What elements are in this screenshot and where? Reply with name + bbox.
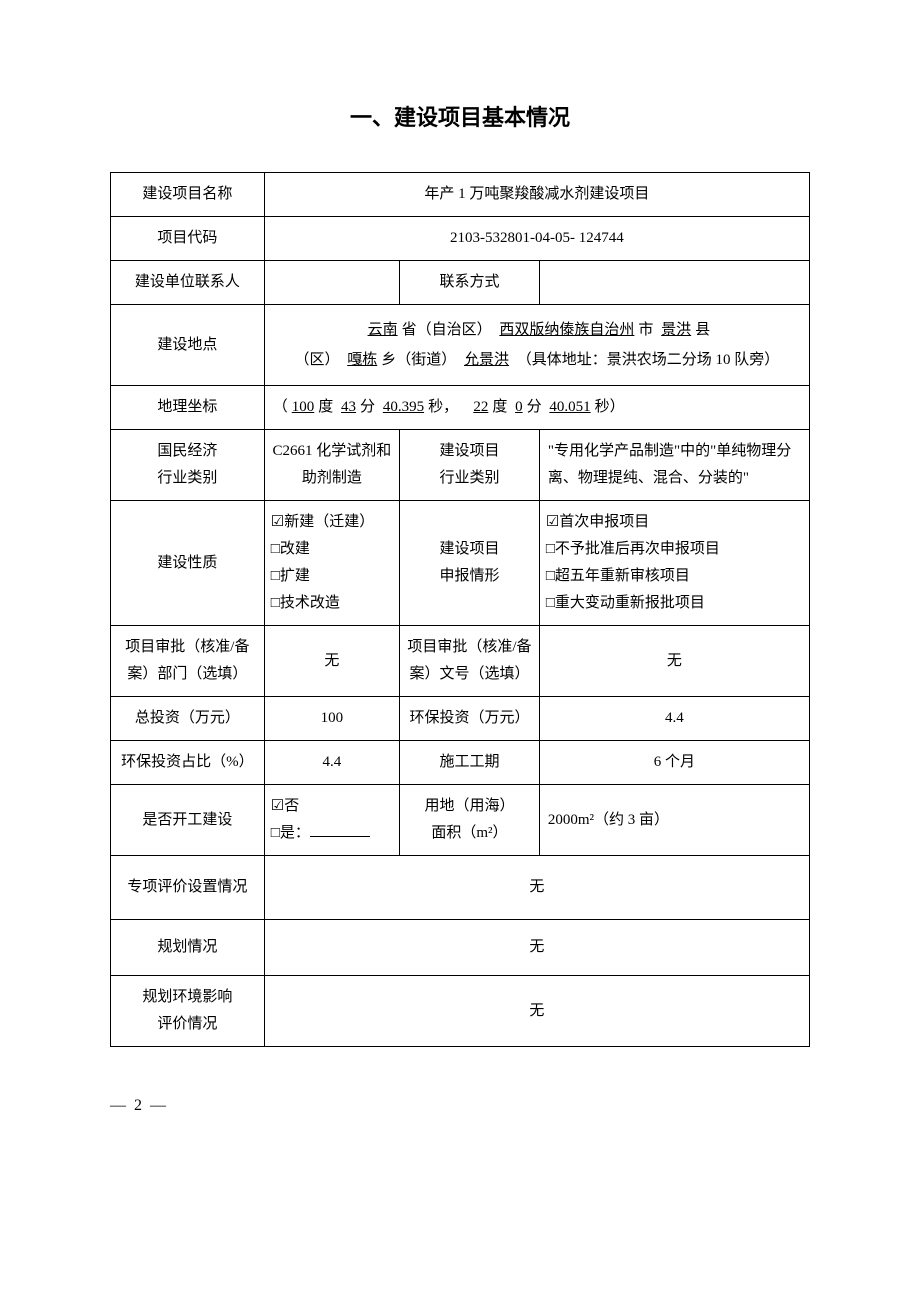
label-project-code: 项目代码: [111, 217, 265, 261]
label-land: 用地（用海） 面积（m²）: [400, 785, 540, 856]
opt-expand: □扩建: [271, 563, 393, 590]
value-plan-env: 无: [264, 976, 809, 1047]
value-build-nature: ☑新建（迁建） □改建 □扩建 □技术改造: [264, 501, 399, 626]
table-row: 环保投资占比（%） 4.4 施工工期 6 个月: [111, 741, 810, 785]
page-title: 一、建设项目基本情况: [110, 100, 810, 132]
opt-no: ☑否: [271, 793, 393, 820]
label-contact-person: 建设单位联系人: [111, 261, 265, 305]
opt-tech: □技术改造: [271, 590, 393, 617]
page-footer: — 2 —: [110, 1097, 810, 1115]
label-contact-method: 联系方式: [400, 261, 540, 305]
loc-city: 西双版纳傣族自治州: [495, 322, 638, 338]
loc-township: 嘎栋: [343, 352, 381, 368]
value-contact-person: [264, 261, 399, 305]
label-location: 建设地点: [111, 305, 265, 386]
value-env-ratio: 4.4: [264, 741, 399, 785]
value-started: ☑否 □是：: [264, 785, 399, 856]
label-env-invest: 环保投资（万元）: [400, 697, 540, 741]
value-approval-dept: 无: [264, 626, 399, 697]
label-industry-econ: 国民经济 行业类别: [111, 430, 265, 501]
table-row: 专项评价设置情况 无: [111, 856, 810, 920]
table-row: 项目审批（核准/备案）部门（选填） 无 项目审批（核准/备案）文号（选填） 无: [111, 626, 810, 697]
label-approval-no: 项目审批（核准/备案）文号（选填）: [400, 626, 540, 697]
value-total-invest: 100: [264, 697, 399, 741]
table-row: 建设性质 ☑新建（迁建） □改建 □扩建 □技术改造 建设项目 申报情形 ☑首次…: [111, 501, 810, 626]
label-env-ratio: 环保投资占比（%）: [111, 741, 265, 785]
document-page: 一、建设项目基本情况 建设项目名称 年产 1 万吨聚羧酸减水剂建设项目 项目代码…: [0, 0, 920, 1175]
label-declare-form: 建设项目 申报情形: [400, 501, 540, 626]
table-row: 建设项目名称 年产 1 万吨聚羧酸减水剂建设项目: [111, 173, 810, 217]
label-project-industry: 建设项目 行业类别: [400, 430, 540, 501]
value-location: 云南省（自治区） 西双版纳傣族自治州市 景洪县 （区） 嘎栋乡（街道） 允景洪 …: [264, 305, 809, 386]
loc-province: 云南: [364, 322, 402, 338]
opt-yes: □是：: [271, 820, 393, 847]
value-env-invest: 4.4: [539, 697, 809, 741]
table-row: 国民经济 行业类别 C2661 化学试剂和助剂制造 建设项目 行业类别 "专用化…: [111, 430, 810, 501]
opt-reapply: □不予批准后再次申报项目: [546, 536, 803, 563]
label-plan-env: 规划环境影响 评价情况: [111, 976, 265, 1047]
value-industry-econ: C2661 化学试剂和助剂制造: [264, 430, 399, 501]
table-row: 规划情况 无: [111, 920, 810, 976]
table-row: 项目代码 2103-532801-04-05- 124744: [111, 217, 810, 261]
value-declare-form: ☑首次申报项目 □不予批准后再次申报项目 □超五年重新审核项目 □重大变动重新报…: [539, 501, 809, 626]
value-contact-method: [539, 261, 809, 305]
opt-5year: □超五年重新审核项目: [546, 563, 803, 590]
loc-county: 景洪: [657, 322, 695, 338]
table-row: 规划环境影响 评价情况 无: [111, 976, 810, 1047]
table-row: 建设单位联系人 联系方式: [111, 261, 810, 305]
value-duration: 6 个月: [539, 741, 809, 785]
label-geo: 地理坐标: [111, 386, 265, 430]
project-info-table: 建设项目名称 年产 1 万吨聚羧酸减水剂建设项目 项目代码 2103-53280…: [110, 172, 810, 1047]
value-special-eval: 无: [264, 856, 809, 920]
value-approval-no: 无: [539, 626, 809, 697]
label-approval-dept: 项目审批（核准/备案）部门（选填）: [111, 626, 265, 697]
value-land: 2000m²（约 3 亩）: [539, 785, 809, 856]
label-build-nature: 建设性质: [111, 501, 265, 626]
opt-first: ☑首次申报项目: [546, 509, 803, 536]
label-total-invest: 总投资（万元）: [111, 697, 265, 741]
table-row: 建设地点 云南省（自治区） 西双版纳傣族自治州市 景洪县 （区） 嘎栋乡（街道）…: [111, 305, 810, 386]
loc-village: 允景洪: [460, 352, 513, 368]
table-row: 是否开工建设 ☑否 □是： 用地（用海） 面积（m²） 2000m²（约 3 亩…: [111, 785, 810, 856]
table-row: 总投资（万元） 100 环保投资（万元） 4.4: [111, 697, 810, 741]
table-row: 地理坐标 （100度 43分 40.395秒， 22度 0分 40.051秒）: [111, 386, 810, 430]
label-duration: 施工工期: [400, 741, 540, 785]
opt-major: □重大变动重新报批项目: [546, 590, 803, 617]
loc-detail: 景洪农场二分场 10 队旁）: [607, 352, 780, 368]
label-special-eval: 专项评价设置情况: [111, 856, 265, 920]
value-planning: 无: [264, 920, 809, 976]
opt-rebuild: □改建: [271, 536, 393, 563]
value-project-code: 2103-532801-04-05- 124744: [264, 217, 809, 261]
label-project-name: 建设项目名称: [111, 173, 265, 217]
value-geo: （100度 43分 40.395秒， 22度 0分 40.051秒）: [264, 386, 809, 430]
page-number: 2: [134, 1097, 142, 1114]
label-started: 是否开工建设: [111, 785, 265, 856]
value-project-industry: "专用化学产品制造"中的"单纯物理分离、物理提纯、混合、分装的": [539, 430, 809, 501]
opt-new: ☑新建（迁建）: [271, 509, 393, 536]
label-planning: 规划情况: [111, 920, 265, 976]
value-project-name: 年产 1 万吨聚羧酸减水剂建设项目: [264, 173, 809, 217]
